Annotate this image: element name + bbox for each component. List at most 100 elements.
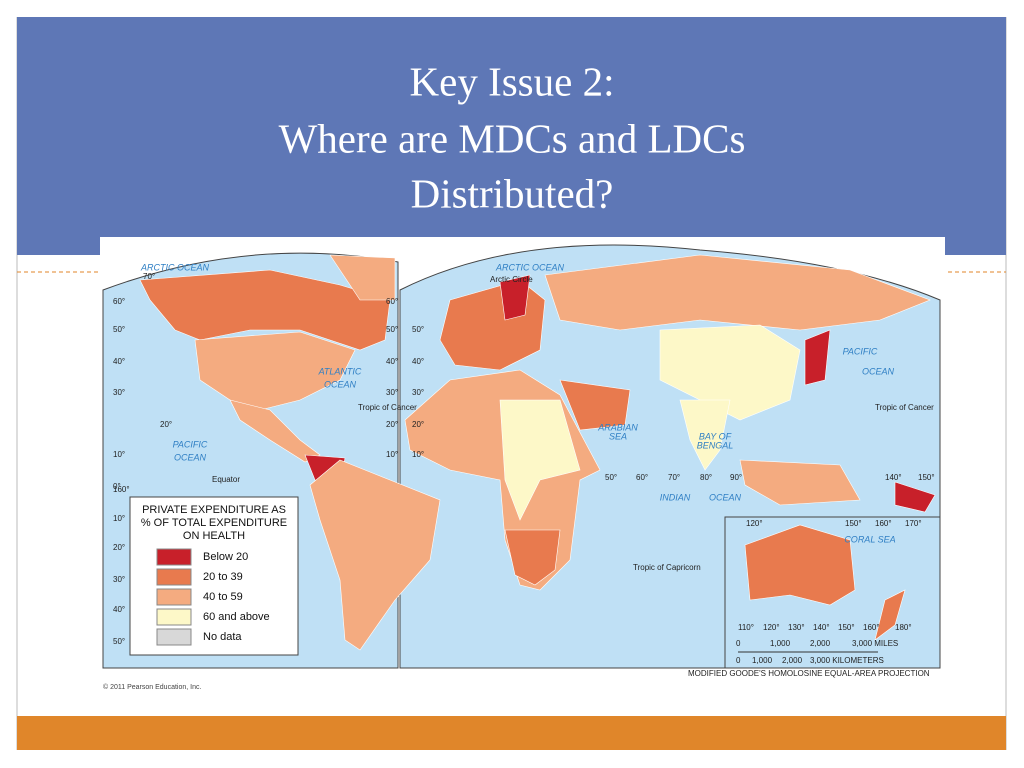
map-label: 30°	[113, 388, 125, 397]
map-label: 150°	[845, 519, 862, 528]
land	[744, 524, 856, 606]
map-label: PACIFIC	[843, 346, 878, 356]
land	[874, 589, 906, 641]
map-label: Equator	[212, 475, 240, 484]
map-label: 50°	[605, 473, 617, 482]
map-label: SEA	[609, 431, 627, 441]
header-band	[17, 17, 1006, 255]
copyright: © 2011 Pearson Education, Inc.	[103, 683, 201, 691]
map-label: Arctic Circle	[490, 275, 533, 284]
title-line: Distributed?	[411, 170, 614, 216]
map-label: 70°	[143, 272, 155, 281]
map-label: 40°	[113, 357, 125, 366]
land	[499, 399, 581, 521]
map-label: 10°	[386, 450, 398, 459]
land	[559, 379, 631, 431]
map-label: 120°	[763, 623, 780, 632]
map-label: BAY OF	[699, 431, 732, 441]
legend-title: ON HEALTH	[183, 530, 245, 542]
map-label: 30°	[386, 388, 398, 397]
land	[739, 459, 861, 506]
land	[309, 459, 441, 651]
land	[894, 481, 936, 513]
map-label: PACIFIC	[173, 439, 208, 449]
map-label: 130°	[788, 623, 805, 632]
scale-label: 1,000	[752, 656, 773, 665]
map-label: 150°	[918, 473, 935, 482]
map-label: 50°	[386, 325, 398, 334]
scale-label: 2,000	[810, 639, 831, 648]
map-label: 60°	[113, 297, 125, 306]
map-label: 10°	[113, 450, 125, 459]
map-label: 180°	[895, 623, 912, 632]
scale-label: 0	[736, 656, 741, 665]
map-label: BENGAL	[697, 440, 734, 450]
map-label: 60°	[386, 297, 398, 306]
map-label: 30°	[412, 388, 424, 397]
map-label: 80°	[700, 473, 712, 482]
map-label: 160°	[113, 485, 130, 494]
map-label: 120°	[746, 519, 763, 528]
land	[679, 399, 731, 471]
scale-label: 1,000	[770, 639, 791, 648]
map-label: 40°	[386, 357, 398, 366]
map-label: 50°	[113, 637, 125, 646]
legend-swatch	[156, 608, 192, 626]
map-label: ATLANTIC	[318, 366, 362, 376]
map-label: INDIAN	[660, 492, 691, 502]
map-label: 40°	[412, 357, 424, 366]
legend-title: % OF TOTAL EXPENDITURE	[141, 517, 287, 529]
map-label: 50°	[412, 325, 424, 334]
map-label: 160°	[863, 623, 880, 632]
land	[139, 269, 391, 351]
map-label: 50°	[113, 325, 125, 334]
land	[329, 254, 396, 301]
map-label: 170°	[905, 519, 922, 528]
map-label: 40°	[113, 605, 125, 614]
map-label: 150°	[838, 623, 855, 632]
scale-label: 3,000 MILES	[852, 639, 898, 648]
legend-label: 20 to 39	[203, 571, 243, 583]
land	[499, 274, 531, 321]
legend-label: 60 and above	[203, 611, 270, 623]
legend-label: 40 to 59	[203, 591, 243, 603]
title-line: Key Issue 2:	[410, 58, 615, 104]
scale-label: 3,000 KILOMETERS	[810, 656, 884, 665]
legend-swatch	[156, 628, 192, 646]
legend: PRIVATE EXPENDITURE AS % OF TOTAL EXPEND…	[129, 496, 299, 656]
map-label: 160°	[875, 519, 892, 528]
scale: 0 1,000 2,000 3,000 MILES 0 1,000 2,000 …	[688, 639, 930, 678]
map-label: OCEAN	[174, 452, 207, 462]
legend-label: Below 20	[203, 551, 248, 563]
map-labels: ARCTIC OCEAN ARCTIC OCEAN Arctic Circle ATL…	[113, 262, 935, 646]
land	[504, 529, 561, 586]
map-label: 140°	[813, 623, 830, 632]
legend-title: PRIVATE EXPENDITURE AS	[142, 504, 286, 516]
land	[194, 331, 356, 411]
map-label: Tropic of Cancer	[358, 403, 417, 412]
projection: MODIFIED GOODE'S HOMOLOSINE EQUAL-AREA P…	[688, 669, 930, 678]
map-label: 70°	[668, 473, 680, 482]
map-label: 20°	[160, 420, 172, 429]
map-label: 60°	[636, 473, 648, 482]
map-label: 140°	[885, 473, 902, 482]
scale-label: 0	[736, 639, 741, 648]
legend-swatch	[156, 548, 192, 566]
map-label: 110°	[738, 623, 754, 632]
scale-label: 2,000	[782, 656, 803, 665]
map-label: 20°	[386, 420, 398, 429]
map-label: 10°	[113, 514, 125, 523]
map-label: 30°	[113, 575, 125, 584]
map-label: ARCTIC OCEAN	[495, 262, 565, 272]
map-label: 0°	[113, 482, 121, 491]
map-label: Tropic of Cancer	[875, 403, 934, 412]
land	[804, 329, 831, 386]
map-label: ARABIAN	[597, 422, 638, 432]
map-label: 20°	[412, 420, 424, 429]
map-label: OCEAN	[862, 366, 895, 376]
map-label: OCEAN	[709, 492, 742, 502]
map-label: CORAL SEA	[844, 534, 895, 544]
map-label: 90°	[730, 473, 742, 482]
land	[544, 254, 931, 331]
